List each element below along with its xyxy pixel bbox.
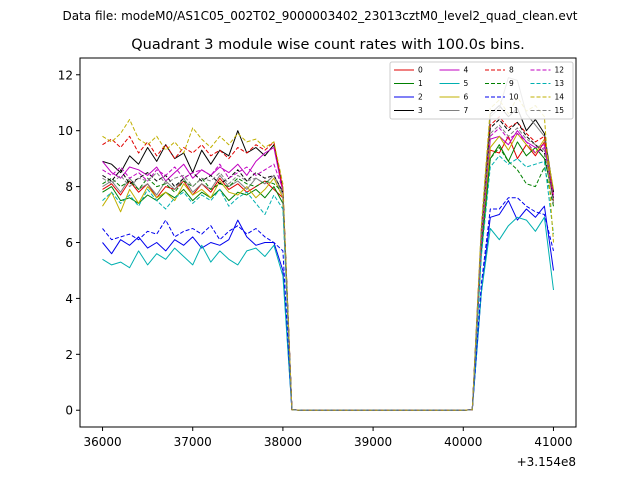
y-tick-label: 12 bbox=[58, 68, 73, 82]
legend-label-12: 12 bbox=[555, 66, 565, 75]
series-line-15 bbox=[102, 124, 554, 411]
series-line-10 bbox=[102, 197, 554, 411]
x-tick-label: 40000 bbox=[444, 435, 482, 449]
legend-label-14: 14 bbox=[555, 93, 565, 102]
x-offset-label: +3.154e8 bbox=[517, 455, 576, 469]
legend-label-4: 4 bbox=[464, 66, 469, 75]
y-tick-label: 2 bbox=[65, 348, 73, 362]
legend-label-2: 2 bbox=[418, 93, 423, 102]
legend-label-11: 11 bbox=[509, 106, 519, 115]
y-tick-label: 4 bbox=[65, 292, 73, 306]
series-line-13 bbox=[102, 155, 554, 411]
legend-label-3: 3 bbox=[418, 106, 423, 115]
legend-label-8: 8 bbox=[509, 66, 514, 75]
legend-label-1: 1 bbox=[418, 79, 423, 88]
legend-label-13: 13 bbox=[555, 79, 565, 88]
legend-label-5: 5 bbox=[464, 79, 469, 88]
chart-title: Quadrant 3 module wise count rates with … bbox=[131, 37, 525, 53]
legend-label-9: 9 bbox=[509, 79, 514, 88]
y-tick-label: 0 bbox=[65, 404, 73, 418]
series-line-14 bbox=[102, 96, 554, 411]
y-tick-label: 10 bbox=[58, 124, 73, 138]
x-axis: 36000 37000 38000 39000 40000 41000 bbox=[83, 427, 573, 449]
series-line-9 bbox=[102, 147, 554, 411]
x-tick-label: 36000 bbox=[83, 435, 121, 449]
suptitle: Data file: modeM0/AS1C05_002T02_90000034… bbox=[62, 9, 577, 23]
x-tick-label: 38000 bbox=[264, 435, 302, 449]
y-tick-label: 8 bbox=[65, 180, 73, 194]
y-axis: 0 2 4 6 8 10 12 bbox=[58, 68, 80, 418]
legend-label-15: 15 bbox=[555, 106, 565, 115]
x-tick-label: 41000 bbox=[534, 435, 572, 449]
legend-label-0: 0 bbox=[418, 66, 423, 75]
legend-label-10: 10 bbox=[509, 93, 519, 102]
legend-label-6: 6 bbox=[464, 93, 469, 102]
x-tick-label: 39000 bbox=[354, 435, 392, 449]
legend-box bbox=[389, 61, 574, 120]
legend-label-7: 7 bbox=[464, 106, 469, 115]
series-layer bbox=[102, 77, 554, 411]
y-tick-label: 6 bbox=[65, 236, 73, 250]
x-tick-label: 37000 bbox=[174, 435, 212, 449]
